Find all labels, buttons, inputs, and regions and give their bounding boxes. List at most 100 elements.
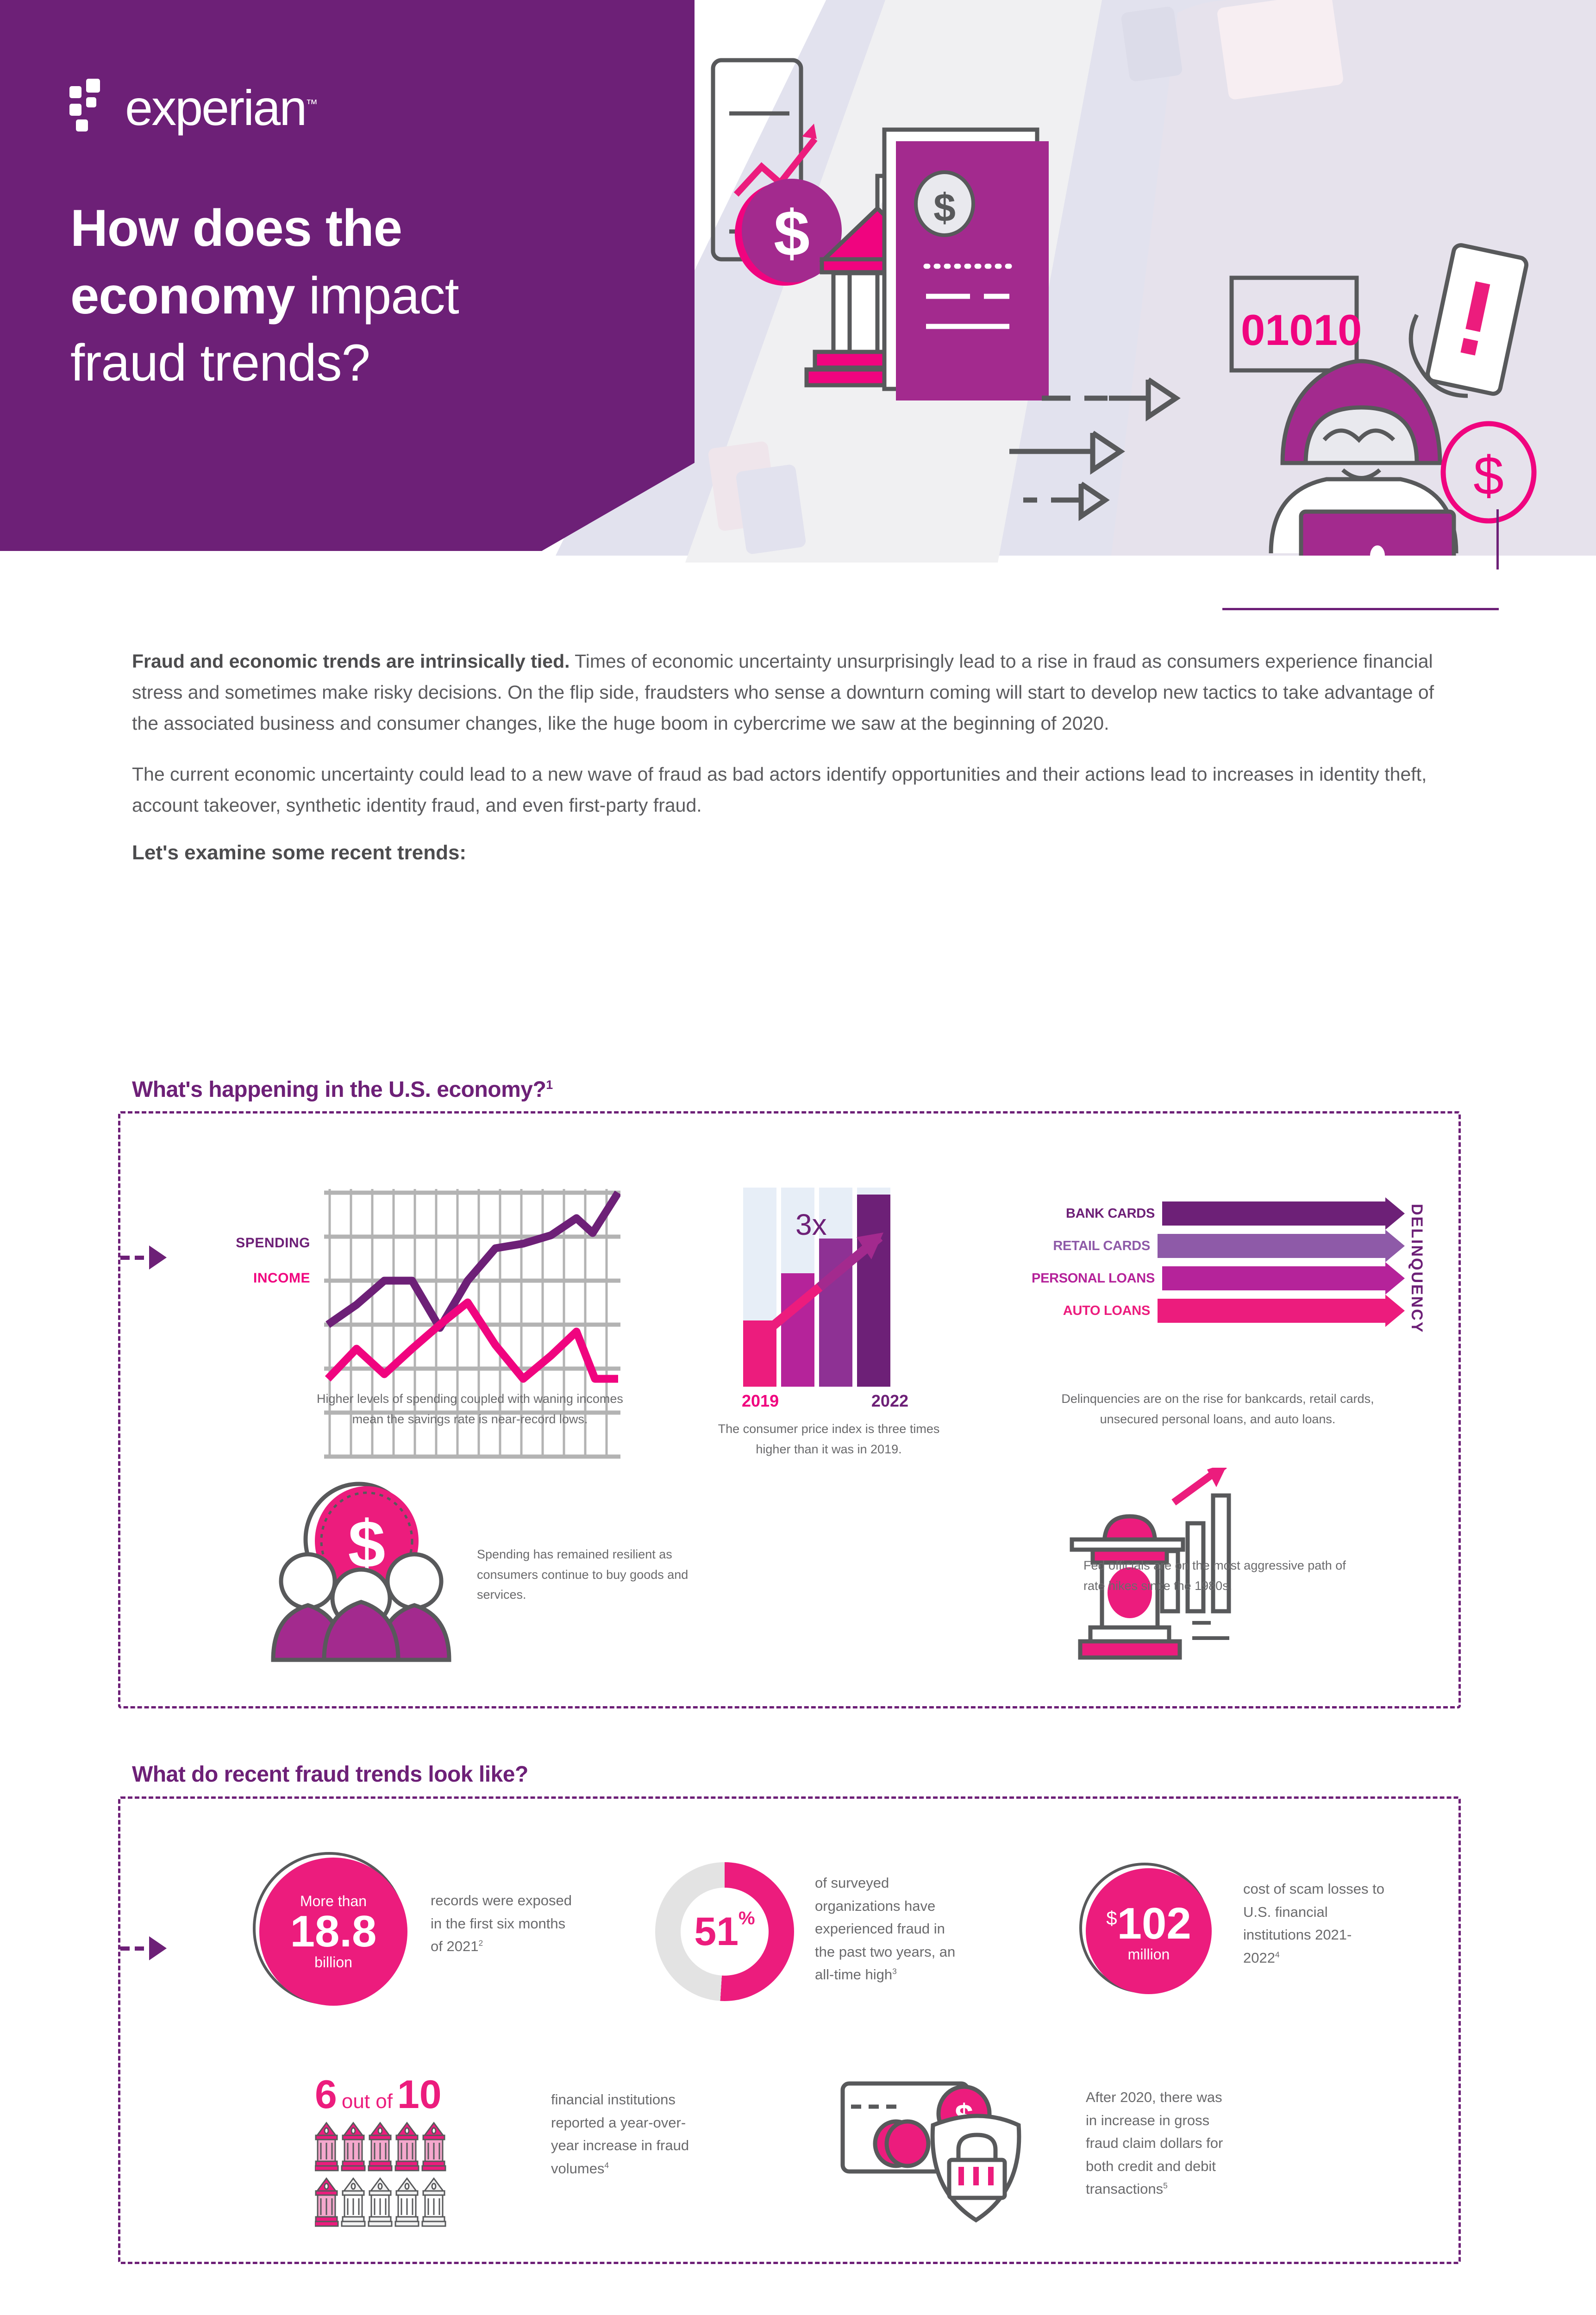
stat-scam-losses: $ 102 million	[1079, 1863, 1212, 1994]
stat-records-exposed: More than 18.8 billion	[253, 1852, 407, 2006]
delinquency-bar-retail-cards	[1158, 1230, 1405, 1262]
experian-logo-dots-icon	[69, 79, 121, 131]
economy-caption-consumers: Spending has remained resilient as consu…	[477, 1547, 688, 1602]
intro-paragraph-2: The current economic uncertainty could l…	[132, 763, 1427, 816]
delinquency-row: AUTO LOANS	[972, 1295, 1405, 1327]
stat-value-51: 51	[694, 1909, 739, 1954]
stat-donut-51-percent: 51%	[655, 1862, 794, 2001]
fraud-title-text: What do recent fraud trends look like?	[132, 1762, 528, 1787]
stat-circle-102-million: $ 102 million	[1086, 1868, 1212, 1994]
fraud-section-box	[118, 1796, 1461, 2264]
stat-text-scam-losses: cost of scam losses to U.S. financial in…	[1243, 1877, 1387, 1969]
cpi-year-labels: 2019 2022	[742, 1391, 908, 1411]
logo-tm: ™	[306, 97, 318, 111]
logo-wordmark: experian	[125, 80, 307, 136]
delinquency-chart: BANK CARDS RETAIL CARDS PERSONAL LOANS A…	[972, 1197, 1405, 1331]
economy-caption-fed: Fed officials are on the most aggressive…	[1083, 1558, 1346, 1593]
legend-income: INCOME	[253, 1270, 310, 1286]
header-accent-vertical-rule	[1496, 509, 1499, 569]
stat-text-body: records were exposed in the first six mo…	[431, 1892, 572, 1955]
header-purple-panel	[0, 0, 695, 551]
stat-unit-billion: billion	[314, 1954, 352, 1971]
stat-text-body: of surveyed organizations have experienc…	[815, 1875, 956, 1983]
delinquency-bar-auto-loans	[1158, 1295, 1405, 1327]
stat-text-body: After 2020, there was in increase in gro…	[1086, 2089, 1223, 2197]
title-line-1: How does the	[70, 199, 402, 257]
header-banner: experian™ How does the economy impact fr…	[0, 0, 1596, 569]
stat-value-102: 102	[1117, 1898, 1191, 1948]
spending-income-line-chart	[324, 1189, 620, 1459]
delinquency-label-auto-loans: AUTO LOANS	[1063, 1303, 1151, 1318]
arrow-head-icon	[149, 1245, 167, 1270]
cpi-year-end: 2022	[871, 1391, 908, 1410]
page-title: How does the economy impact fraud trends…	[70, 194, 617, 397]
header-illustration: $ $	[711, 58, 1537, 556]
delinquency-bar-bank-cards	[1162, 1197, 1405, 1230]
header-accent-horizontal-rule	[1222, 608, 1499, 610]
delinquency-axis-label: DELINQUENCY	[1408, 1204, 1426, 1334]
delinquency-bar-personal-loans	[1162, 1262, 1405, 1295]
stat-numerator-6: 6	[315, 2072, 337, 2117]
stat-prefix-label: More than	[300, 1892, 367, 1909]
svg-text:$: $	[1473, 445, 1504, 507]
delinquency-label-retail-cards: RETAIL CARDS	[1053, 1238, 1150, 1253]
cpi-multiplier-label: 3x	[795, 1208, 827, 1241]
consumers-coin-icon: $	[271, 1482, 451, 1662]
title-line-2-bold: economy	[70, 266, 295, 325]
economy-caption-line-chart: Higher levels of spending coupled with w…	[317, 1392, 623, 1426]
delinquency-row: BANK CARDS	[972, 1197, 1405, 1230]
stat-circle-18-8-billion: More than 18.8 billion	[259, 1858, 407, 2006]
stat-denominator-10: 10	[397, 2072, 442, 2117]
stat-six-out-of-ten: 6 out of 10	[315, 2072, 442, 2118]
stat-footnote: 3	[892, 1967, 897, 1977]
fraud-arrow-in	[120, 1936, 167, 1960]
fraud-section-title: What do recent fraud trends look like?	[132, 1762, 540, 1787]
cpi-year-start: 2019	[742, 1391, 779, 1410]
intro-paragraph-1: Fraud and economic trends are intrinsica…	[132, 646, 1461, 738]
fed-rate-hike-icon	[1070, 1468, 1231, 1660]
experian-logo: experian™	[69, 79, 318, 133]
arrow-head-icon	[149, 1936, 167, 1960]
cpi-bar-track-4	[857, 1188, 890, 1387]
stat-text-records-exposed: records were exposed in the first six mo…	[431, 1889, 574, 1958]
arrow-dash	[135, 1946, 144, 1951]
stat-text-body: financial institutions reported a year-o…	[551, 2091, 689, 2177]
economy-section-box	[118, 1111, 1461, 1708]
stat-value-18-8: 18.8	[290, 1906, 377, 1956]
stat-out-of-label: out of	[341, 2090, 393, 2113]
economy-arrow-in	[120, 1245, 167, 1270]
stat-percent-sign: %	[739, 1908, 755, 1928]
stat-text-body: cost of scam losses to U.S. financial in…	[1243, 1881, 1384, 1966]
binary-code-label: 01010	[1241, 306, 1362, 354]
fraud-alert-shield-icon: $	[840, 2081, 1021, 2223]
intro-lead-sentence: Fraud and economic trends are intrinsica…	[132, 651, 570, 672]
arrow-dash	[135, 1255, 144, 1260]
intro-lead-in: Let's examine some recent trends:	[132, 841, 467, 864]
delinquency-label-personal-loans: PERSONAL LOANS	[1032, 1270, 1155, 1286]
intro-text-block: Fraud and economic trends are intrinsica…	[132, 646, 1461, 864]
economy-title-text: What's happening in the U.S. economy?	[132, 1077, 546, 1102]
title-line-3: fraud trends?	[70, 334, 370, 392]
arrow-dash	[120, 1255, 130, 1260]
cpi-trend-arrow-icon	[755, 1233, 883, 1342]
delinquency-row: PERSONAL LOANS	[972, 1262, 1405, 1295]
delinquency-label-bank-cards: BANK CARDS	[1066, 1206, 1155, 1221]
spending-income-legend: SPENDING INCOME	[194, 1235, 310, 1286]
economy-title-footnote: 1	[546, 1078, 553, 1092]
donut-center: 51%	[681, 1888, 769, 1976]
stat-footnote: 5	[1163, 2181, 1168, 2191]
intro-p1-rest: Times of economic uncertainty unsurprisi…	[132, 651, 1434, 734]
experian-logo-text: experian™	[125, 83, 318, 133]
stat-footnote: 2	[478, 1938, 483, 1948]
title-line-2-rest: impact	[294, 266, 459, 325]
stat-footnote: 4	[1275, 1950, 1280, 1959]
bank-pictogram-icons	[315, 2121, 446, 2227]
economy-section-title: What's happening in the U.S. economy?1	[132, 1077, 565, 1102]
stat-footnote: 4	[604, 2160, 609, 2170]
delinquency-row: RETAIL CARDS	[972, 1230, 1405, 1262]
stat-text-surveyed-orgs: of surveyed organizations have experienc…	[815, 1871, 968, 1986]
economy-caption-cpi: The consumer price index is three times …	[718, 1422, 940, 1456]
stat-unit-million: million	[1127, 1946, 1170, 1963]
economy-caption-delinquency: Delinquencies are on the rise for bankca…	[1061, 1392, 1374, 1426]
